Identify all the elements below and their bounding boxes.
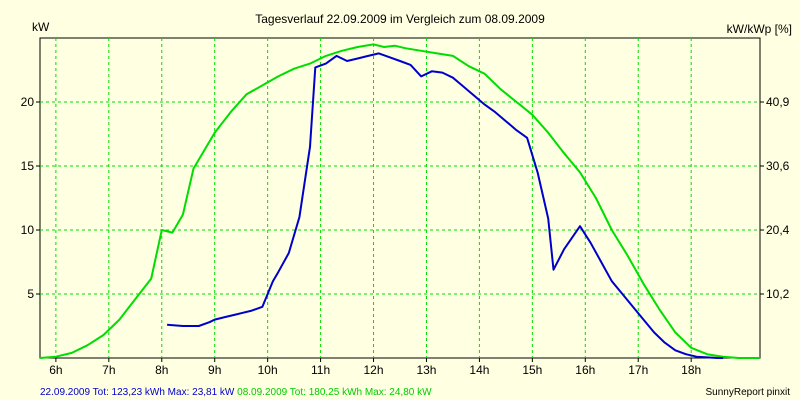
x-tick-label: 11h	[311, 363, 330, 377]
y-tick-label-left: 20	[21, 95, 35, 109]
footer-series2: 08.09.2009 Tot: 180,25 kWh Max: 24,80 kW	[237, 387, 432, 398]
x-tick-label: 9h	[208, 363, 221, 377]
x-tick-label: 7h	[102, 363, 115, 377]
y-axis-right-title: kW/kWp [%]	[726, 22, 792, 36]
plot-area	[39, 37, 761, 359]
x-tick-label: 16h	[575, 363, 595, 377]
x-tick-label: 10h	[258, 363, 278, 377]
y-tick-label-right: 40,9	[766, 95, 790, 109]
x-tick-label: 12h	[364, 363, 384, 377]
series-line-08.09.2009	[39, 43, 760, 359]
x-tick-label: 18h	[681, 363, 701, 377]
y-tick-label-right: 20,4	[766, 223, 790, 237]
x-tick-label: 15h	[522, 363, 542, 377]
y-tick-label-right: 10,2	[766, 287, 790, 301]
y-axis-left-title: kW	[32, 20, 50, 34]
credit-text: SunnyReport pinxit	[705, 387, 791, 398]
x-tick-label: 8h	[155, 363, 168, 377]
y-tick-label-left: 15	[21, 159, 35, 173]
chart-title: Tagesverlauf 22.09.2009 im Vergleich zum…	[255, 12, 545, 26]
y-tick-label-right: 30,6	[766, 159, 790, 173]
x-tick-label: 17h	[628, 363, 648, 377]
footer-series1: 22.09.2009 Tot: 123,23 kWh Max: 23,81 kW	[40, 387, 235, 398]
x-tick-label: 6h	[49, 363, 62, 377]
y-tick-label-left: 10	[21, 223, 35, 237]
x-tick-label: 13h	[416, 363, 436, 377]
x-tick-label: 14h	[469, 363, 489, 377]
series-line-22.09.2009	[167, 52, 723, 359]
y-tick-label-left: 5	[27, 287, 34, 301]
footer-summary: 22.09.2009 Tot: 123,23 kWh Max: 23,81 kW…	[40, 387, 432, 398]
